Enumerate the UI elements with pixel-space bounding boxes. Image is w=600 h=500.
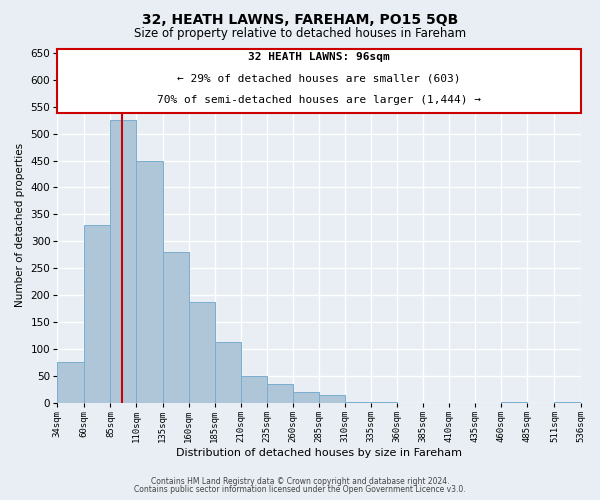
Bar <box>136 160 163 403</box>
FancyBboxPatch shape <box>57 49 581 113</box>
Text: ← 29% of detached houses are smaller (603): ← 29% of detached houses are smaller (60… <box>177 74 461 84</box>
Y-axis label: Number of detached properties: Number of detached properties <box>15 143 25 307</box>
Bar <box>371 402 397 403</box>
Text: Size of property relative to detached houses in Fareham: Size of property relative to detached ho… <box>134 28 466 40</box>
Text: 32, HEATH LAWNS, FAREHAM, PO15 5QB: 32, HEATH LAWNS, FAREHAM, PO15 5QB <box>142 12 458 26</box>
Bar <box>267 384 293 403</box>
Text: Contains public sector information licensed under the Open Government Licence v3: Contains public sector information licen… <box>134 485 466 494</box>
Bar <box>188 302 215 403</box>
Text: 32 HEATH LAWNS: 96sqm: 32 HEATH LAWNS: 96sqm <box>248 52 390 62</box>
Bar <box>215 342 241 403</box>
Bar <box>345 402 371 403</box>
Bar <box>293 392 319 403</box>
Bar <box>241 376 267 403</box>
Bar <box>110 120 136 403</box>
Bar <box>554 402 581 403</box>
Text: 70% of semi-detached houses are larger (1,444) →: 70% of semi-detached houses are larger (… <box>157 95 481 105</box>
Bar <box>319 395 345 403</box>
Bar <box>501 402 527 403</box>
Bar <box>57 362 85 403</box>
Bar <box>163 252 188 403</box>
Bar <box>85 225 110 403</box>
Text: Contains HM Land Registry data © Crown copyright and database right 2024.: Contains HM Land Registry data © Crown c… <box>151 477 449 486</box>
X-axis label: Distribution of detached houses by size in Fareham: Distribution of detached houses by size … <box>176 448 462 458</box>
